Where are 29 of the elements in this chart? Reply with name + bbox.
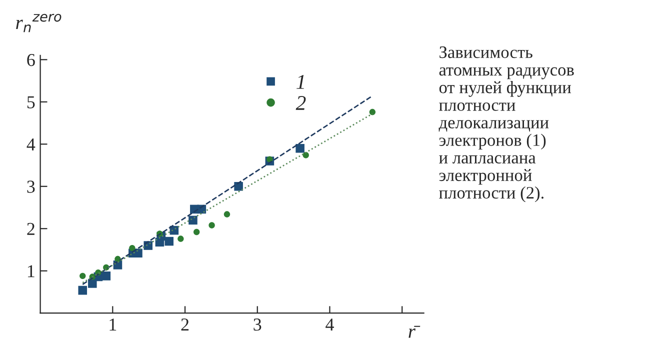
text: Зависимость атомных радиусов от нулей функции плотности делокализации электронов (1) и лапласиана электронной плотности (2). bbox=[438, 46, 574, 202]
point bbox=[296, 144, 304, 153]
point bbox=[266, 156, 273, 162]
y-tick-label: 2 bbox=[27, 222, 34, 235]
point bbox=[208, 222, 215, 228]
x-tick-label: 4 bbox=[326, 318, 334, 330]
point bbox=[302, 152, 309, 158]
point bbox=[193, 228, 200, 236]
y-axis-title: r$_{n}$$^{zero}$ bbox=[16, 14, 62, 32]
y-tick-label: 5 bbox=[27, 96, 35, 108]
point bbox=[129, 244, 136, 252]
point bbox=[102, 272, 111, 280]
x-tick-label: 2 bbox=[181, 318, 189, 330]
point bbox=[188, 216, 198, 225]
point bbox=[164, 236, 174, 246]
point bbox=[78, 286, 88, 295]
point bbox=[80, 272, 86, 280]
x-axis-title: r̄ bbox=[408, 326, 420, 338]
y-tick-label: 3 bbox=[27, 180, 35, 193]
point bbox=[369, 108, 376, 116]
y-tick-label: 6 bbox=[27, 54, 35, 66]
y-tick-label: 1 bbox=[28, 265, 34, 278]
x-tick-label: 1 bbox=[110, 318, 116, 330]
point bbox=[178, 236, 184, 242]
x-tick-label: 3 bbox=[254, 318, 262, 331]
y-tick-label: 4 bbox=[26, 138, 36, 150]
legend-label: 2 bbox=[296, 96, 306, 110]
point bbox=[224, 211, 230, 218]
legend-label: 1 bbox=[296, 75, 304, 89]
